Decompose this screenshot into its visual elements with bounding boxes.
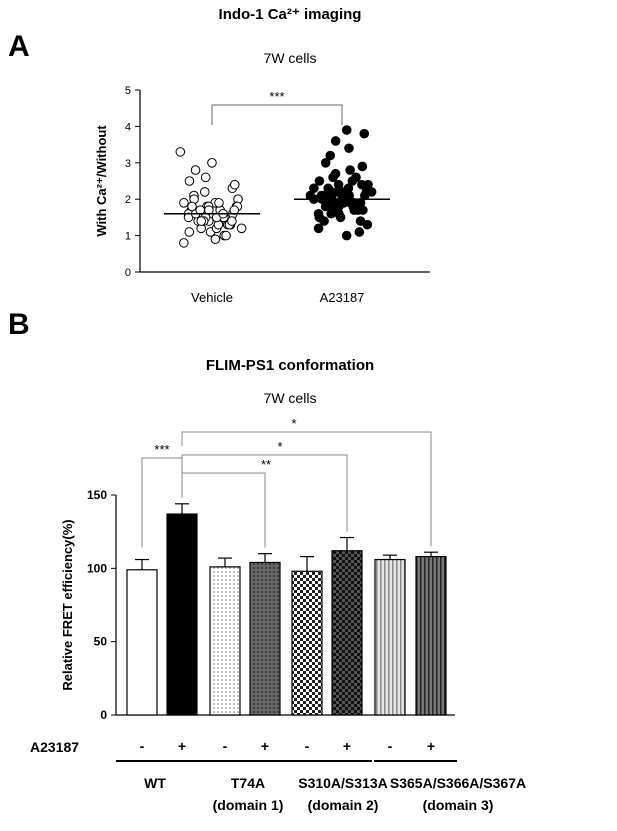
data-point [357,179,367,190]
data-point [184,227,195,237]
significance-label: *** [269,89,284,104]
group-sublabel: (domain 1) [213,797,284,813]
data-point [313,223,324,234]
treatment-sign: + [261,738,269,754]
treatment-sign: - [223,738,228,754]
data-point [325,150,336,161]
bar [249,561,281,716]
x-tick-label: Vehicle [191,290,233,305]
significance-bracket [211,104,343,125]
data-point [354,227,365,237]
treatment-sign: + [427,738,435,754]
group-label: S310A/S313A [298,775,388,791]
data-point [199,187,210,197]
significance-label: * [291,416,296,431]
treatment-sign: + [178,738,186,754]
group-sublabel: (domain 2) [308,797,379,813]
data-point [359,128,370,139]
panel-b-title: FLIM-PS1 conformation [205,357,375,374]
significance-bracket [181,431,432,547]
significance-bracket [181,454,348,532]
data-point [190,165,201,175]
data-point [319,216,329,226]
data-point [229,179,240,190]
data-point [330,168,341,179]
y-tick-label: 4 [125,121,131,133]
group-label: S365A/S366A/S367A [390,775,526,791]
data-point [179,238,189,248]
bar [209,566,241,716]
data-point [337,187,347,197]
data-point [210,234,221,245]
data-point [334,208,344,219]
panel-b-subtitle: 7W cells [263,390,317,406]
treatment-sign: + [343,738,351,754]
group-label: WT [144,775,166,791]
scatter-chart: 0 1 2 3 4 5 With Ca²⁺/Without Vehicle A23187 *** [94,85,430,305]
data-point [200,172,211,183]
y-axis-label: With Ca²⁺/Without [94,125,109,237]
data-point [227,216,237,226]
data-point [179,198,189,208]
significance-label: *** [154,442,169,457]
data-point [214,198,224,208]
y-tick-label: 1 [125,231,131,243]
data-point [344,143,354,154]
group-sublabel: (domain 3) [423,797,494,813]
data-point [358,205,368,215]
data-point [320,158,331,168]
data-point [184,176,195,186]
panel-a-letter: A [8,30,30,63]
y-tick-label: 2 [125,194,131,206]
panel-b-letter: B [8,308,30,341]
bar [166,513,198,716]
y-tick-label: 3 [125,158,131,170]
data-point [196,216,207,226]
significance-label: * [277,439,282,454]
data-point [351,172,361,183]
data-point [341,125,352,135]
data-point [345,165,355,175]
bar [415,556,447,716]
bar [331,550,363,716]
data-point [314,176,325,186]
y-tick-label: 0 [125,267,131,279]
data-point [313,208,324,219]
data-point [330,136,341,146]
y-axis-label: Relative FRET efficiency(%) [60,519,75,690]
x-tick-label: A23187 [320,290,365,305]
bar [126,569,158,716]
y-tick-label: 0 [100,708,107,722]
data-point [362,219,373,230]
treatment-sign: - [140,738,145,754]
bar [291,570,323,716]
data-point [326,187,337,197]
treatment-row-label: A23187 [30,739,79,755]
y-tick-label: 5 [125,85,131,97]
data-point [221,230,231,241]
y-tick-label: 50 [94,635,108,649]
bar [374,558,406,716]
data-point [357,161,368,172]
y-tick-label: 100 [87,561,107,575]
panel-a-subtitle: 7W cells [263,50,317,66]
data-point [207,158,217,168]
data-point [187,201,197,212]
group-label: T74A [231,775,265,791]
panel-a-title: Indo-1 Ca²⁺ imaging [218,6,362,23]
treatment-sign: - [388,738,393,754]
significance-bracket [181,472,266,548]
data-point [341,230,352,241]
data-point [175,147,186,157]
y-tick-label: 150 [87,488,107,502]
data-point [236,223,247,234]
significance-label: ** [261,457,271,472]
treatment-sign: - [305,738,310,754]
